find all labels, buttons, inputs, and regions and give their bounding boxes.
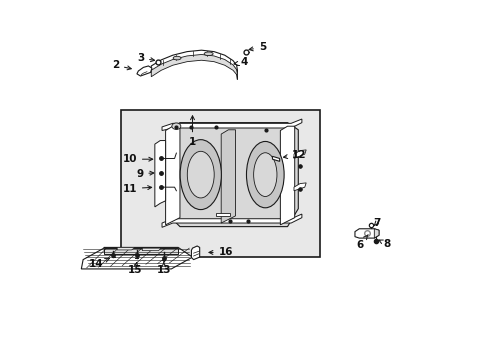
Ellipse shape [203, 52, 213, 55]
Ellipse shape [180, 140, 221, 210]
Polygon shape [117, 247, 135, 250]
Ellipse shape [253, 153, 276, 197]
Text: 5: 5 [248, 42, 265, 52]
Text: 10: 10 [122, 154, 152, 164]
Text: 9: 9 [136, 168, 153, 179]
Polygon shape [104, 248, 178, 253]
Text: 4: 4 [234, 57, 248, 67]
Ellipse shape [187, 151, 214, 198]
Ellipse shape [171, 123, 181, 130]
Text: 6: 6 [356, 235, 367, 249]
Text: 14: 14 [89, 258, 109, 269]
Text: 11: 11 [122, 184, 151, 194]
Polygon shape [81, 247, 192, 269]
Polygon shape [280, 126, 294, 225]
Polygon shape [162, 214, 301, 227]
Text: 1: 1 [188, 116, 196, 147]
Polygon shape [373, 229, 378, 238]
Polygon shape [293, 150, 305, 158]
Polygon shape [191, 246, 199, 260]
Polygon shape [151, 54, 237, 80]
Polygon shape [221, 130, 235, 223]
Polygon shape [165, 126, 180, 225]
Polygon shape [169, 123, 298, 226]
Bar [121, 110, 319, 257]
Text: 2: 2 [111, 60, 131, 70]
Text: 13: 13 [156, 262, 171, 275]
Polygon shape [155, 140, 165, 207]
Polygon shape [215, 213, 230, 216]
Text: 12: 12 [283, 150, 305, 160]
Ellipse shape [246, 141, 284, 208]
Polygon shape [162, 119, 301, 131]
Polygon shape [142, 248, 161, 251]
Polygon shape [354, 229, 378, 238]
Polygon shape [151, 50, 237, 75]
Polygon shape [272, 156, 279, 161]
Text: 8: 8 [378, 239, 389, 249]
Polygon shape [293, 183, 305, 191]
Text: 7: 7 [372, 218, 380, 228]
Ellipse shape [173, 56, 181, 60]
Text: 15: 15 [128, 262, 142, 275]
Polygon shape [137, 66, 152, 76]
Text: 3: 3 [137, 53, 154, 63]
Text: 16: 16 [208, 247, 233, 257]
